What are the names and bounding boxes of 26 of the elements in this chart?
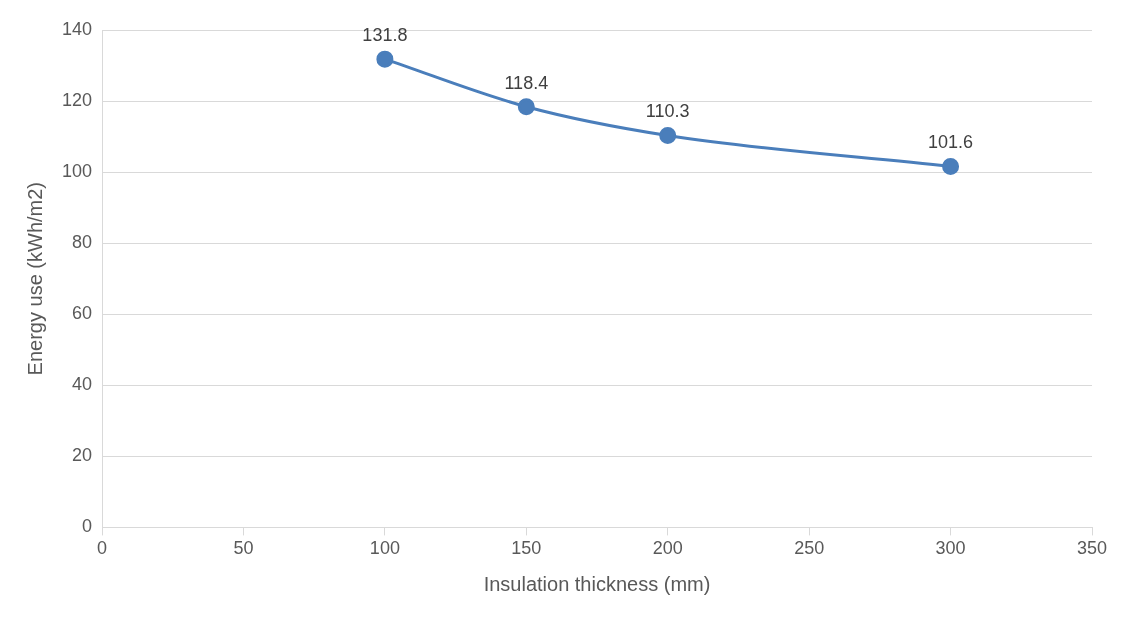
data-label: 110.3 bbox=[645, 101, 690, 122]
x-axis-title: Insulation thickness (mm) bbox=[483, 572, 711, 595]
x-tick-label: 100 bbox=[369, 538, 400, 559]
y-tick-label: 20 bbox=[72, 445, 93, 466]
data-label: 101.6 bbox=[928, 132, 974, 153]
x-tick-label: 300 bbox=[935, 538, 966, 559]
y-tick-label: 0 bbox=[82, 516, 93, 537]
x-tick-label: 50 bbox=[233, 538, 254, 559]
y-tick-label: 40 bbox=[72, 374, 93, 395]
y-tick-label: 140 bbox=[61, 18, 93, 39]
y-tick-label: 60 bbox=[72, 303, 93, 324]
x-tick-label: 0 bbox=[97, 538, 108, 559]
x-tick-label: 350 bbox=[1076, 538, 1108, 559]
y-tick-label: 120 bbox=[61, 90, 93, 111]
data-label: 118.4 bbox=[504, 72, 549, 93]
y-tick-label: 80 bbox=[72, 232, 93, 253]
point bbox=[942, 157, 960, 175]
y-tick-label: 100 bbox=[61, 161, 93, 182]
point bbox=[517, 98, 535, 116]
data-label: 131.8 bbox=[362, 25, 408, 46]
x-tick-label: 250 bbox=[794, 538, 825, 559]
x-tick-label: 200 bbox=[652, 538, 683, 559]
point bbox=[659, 127, 677, 145]
y-axis-title: Energy use (kWh/m2) bbox=[23, 182, 46, 376]
x-tick-label: 150 bbox=[511, 538, 542, 559]
point bbox=[376, 50, 394, 68]
